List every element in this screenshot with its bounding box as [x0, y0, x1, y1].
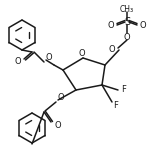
Text: F: F [114, 101, 118, 110]
Text: CH₃: CH₃ [120, 5, 134, 14]
Text: O: O [108, 21, 114, 30]
Text: O: O [55, 120, 61, 129]
Text: O: O [124, 32, 130, 42]
Text: O: O [46, 52, 52, 61]
Text: F: F [122, 86, 126, 95]
Text: O: O [15, 58, 21, 67]
Text: O: O [109, 45, 115, 54]
Text: O: O [58, 92, 64, 102]
Text: O: O [79, 50, 85, 59]
Text: S: S [124, 17, 130, 27]
Text: O: O [140, 21, 146, 30]
